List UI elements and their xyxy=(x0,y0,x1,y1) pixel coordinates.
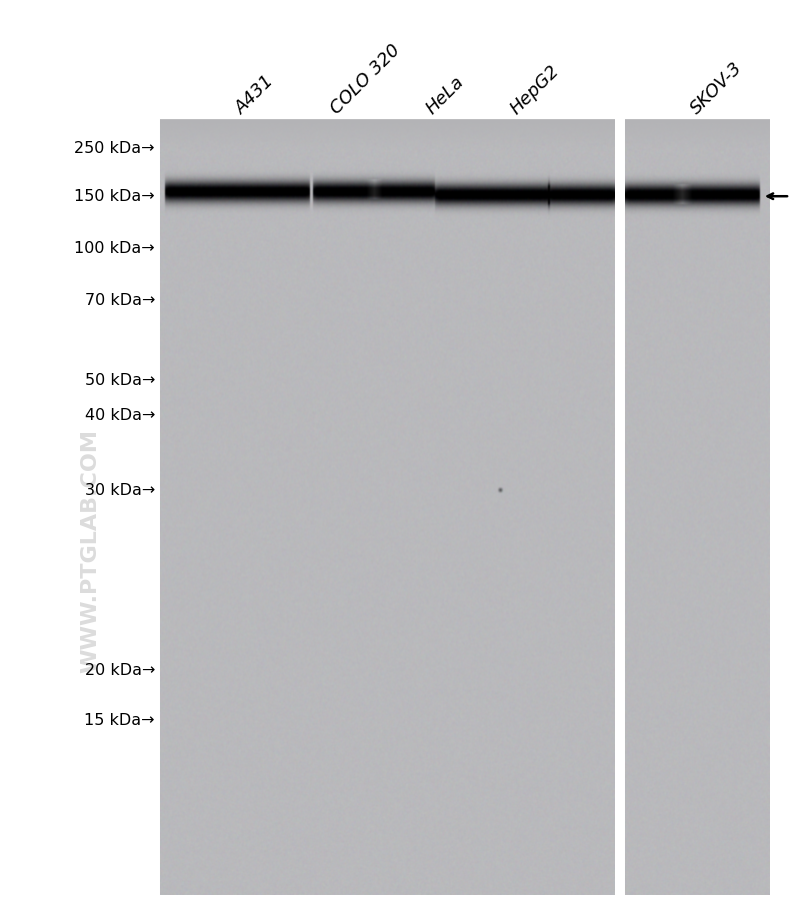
Text: 70 kDa→: 70 kDa→ xyxy=(85,292,155,308)
Text: 250 kDa→: 250 kDa→ xyxy=(74,141,155,155)
Text: 20 kDa→: 20 kDa→ xyxy=(85,662,155,677)
Text: A431: A431 xyxy=(232,72,278,118)
Text: HeLa: HeLa xyxy=(422,73,467,118)
Text: COLO 320: COLO 320 xyxy=(327,41,404,118)
Text: WWW.PTGLAB.COM: WWW.PTGLAB.COM xyxy=(80,428,100,672)
Text: 150 kDa→: 150 kDa→ xyxy=(74,189,155,204)
Text: HepG2: HepG2 xyxy=(507,62,563,118)
Text: 30 kDa→: 30 kDa→ xyxy=(85,483,155,498)
Text: 40 kDa→: 40 kDa→ xyxy=(85,408,155,422)
Text: 50 kDa→: 50 kDa→ xyxy=(85,373,155,388)
Text: 100 kDa→: 100 kDa→ xyxy=(74,241,155,255)
Text: 15 kDa→: 15 kDa→ xyxy=(85,713,155,728)
Text: SKOV-3: SKOV-3 xyxy=(687,59,746,118)
